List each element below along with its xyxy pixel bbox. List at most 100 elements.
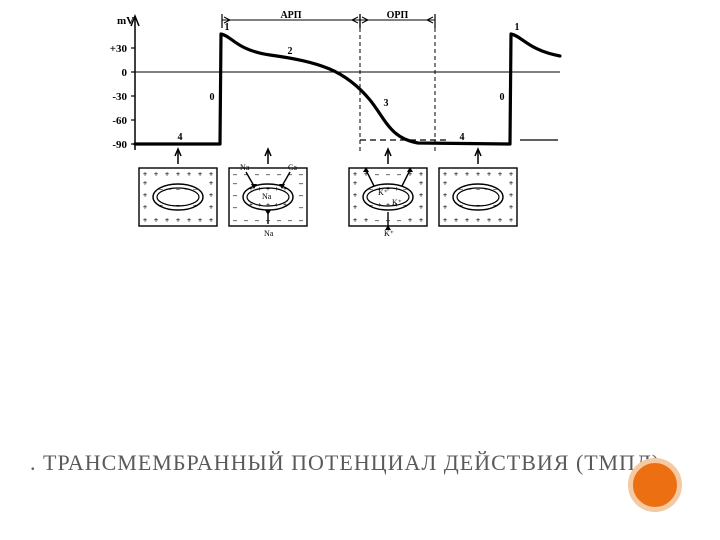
svg-text:2: 2	[288, 46, 293, 57]
svg-text:–: –	[402, 185, 407, 193]
svg-text:+: +	[209, 179, 214, 188]
svg-text:–: –	[158, 185, 163, 193]
svg-text:–: –	[184, 201, 189, 209]
svg-text:+: +	[419, 191, 424, 200]
svg-text:–: –	[243, 216, 249, 225]
svg-text:–: –	[184, 185, 189, 193]
svg-text:–: –	[374, 170, 380, 179]
svg-text:–: –	[467, 201, 472, 209]
svg-text:+: +	[353, 216, 358, 225]
svg-text:+: +	[454, 170, 459, 179]
svg-text:4: 4	[460, 132, 465, 143]
svg-text:–: –	[265, 170, 271, 179]
svg-text:0: 0	[210, 92, 215, 103]
svg-text:–: –	[396, 216, 402, 225]
svg-text:–: –	[475, 185, 480, 193]
svg-text:+: +	[509, 216, 514, 225]
svg-text:–: –	[232, 203, 238, 212]
svg-text:-90: -90	[112, 139, 127, 151]
svg-text:–: –	[484, 201, 489, 209]
action-potential-chart: mV+300-30-60-90АРПОРП40123401+++++++++++…	[90, 10, 620, 330]
svg-text:+: +	[209, 216, 214, 225]
svg-text:–: –	[175, 185, 180, 193]
svg-text:+: +	[187, 170, 192, 179]
svg-text:Na: Na	[240, 163, 250, 172]
svg-text:Na: Na	[262, 192, 272, 201]
svg-text:+: +	[487, 216, 492, 225]
svg-text:1: 1	[515, 22, 520, 33]
svg-text:–: –	[396, 170, 402, 179]
svg-text:–: –	[298, 170, 304, 179]
svg-text:+: +	[465, 170, 470, 179]
svg-text:–: –	[385, 170, 391, 179]
svg-text:+: +	[353, 191, 358, 200]
svg-text:3: 3	[384, 98, 389, 109]
svg-text:+: +	[395, 185, 399, 193]
slide-title: . ТРАНСМЕМБРАННЫЙ ПОТЕНЦИАЛ ДЕЙСТВИЯ (ТМ…	[30, 450, 690, 476]
svg-text:–: –	[276, 216, 282, 225]
accent-dot	[628, 458, 682, 512]
svg-text:–: –	[298, 203, 304, 212]
svg-text:+: +	[353, 203, 358, 212]
svg-text:+: +	[378, 201, 382, 209]
svg-text:1: 1	[225, 22, 230, 33]
svg-text:–: –	[232, 170, 238, 179]
svg-text:+: +	[419, 170, 424, 179]
svg-text:K⁺: K⁺	[378, 188, 388, 197]
svg-text:Ca: Ca	[288, 163, 297, 172]
svg-text:–: –	[298, 216, 304, 225]
svg-text:–: –	[167, 185, 172, 193]
svg-text:-30: -30	[112, 91, 127, 103]
svg-text:+: +	[143, 216, 148, 225]
svg-text:+: +	[209, 191, 214, 200]
svg-text:–: –	[276, 170, 282, 179]
svg-text:+: +	[258, 201, 262, 209]
svg-text:+: +	[443, 216, 448, 225]
svg-text:+: +	[454, 216, 459, 225]
svg-text:+: +	[143, 191, 148, 200]
svg-text:+: +	[283, 201, 287, 209]
svg-text:–: –	[232, 179, 238, 188]
svg-text:–: –	[287, 216, 293, 225]
svg-text:+: +	[198, 216, 203, 225]
svg-text:+: +	[443, 203, 448, 212]
svg-text:–: –	[458, 201, 463, 209]
svg-text:–: –	[374, 216, 380, 225]
svg-text:+: +	[509, 170, 514, 179]
svg-text:+: +	[353, 170, 358, 179]
svg-text:–: –	[254, 170, 260, 179]
svg-text:–: –	[458, 185, 463, 193]
svg-text:K⁺: K⁺	[392, 198, 402, 207]
svg-text:+: +	[498, 170, 503, 179]
svg-text:+: +	[198, 170, 203, 179]
svg-text:+: +	[176, 170, 181, 179]
svg-text:mV: mV	[117, 15, 134, 27]
svg-text:+: +	[386, 201, 390, 209]
svg-text:+: +	[187, 216, 192, 225]
svg-text:+: +	[275, 185, 279, 193]
svg-text:+: +	[209, 203, 214, 212]
svg-text:4: 4	[178, 132, 183, 143]
svg-text:–: –	[192, 185, 197, 193]
svg-text:+: +	[154, 216, 159, 225]
svg-text:+: +	[165, 170, 170, 179]
svg-text:0: 0	[500, 92, 505, 103]
svg-text:+: +	[419, 203, 424, 212]
svg-text:–: –	[298, 179, 304, 188]
svg-text:+: +	[487, 170, 492, 179]
svg-text:0: 0	[122, 67, 128, 79]
svg-text:+: +	[266, 201, 270, 209]
svg-text:+: +	[258, 185, 262, 193]
svg-text:+: +	[476, 216, 481, 225]
svg-text:+: +	[249, 201, 253, 209]
svg-text:+: +	[509, 179, 514, 188]
svg-text:–: –	[232, 216, 238, 225]
svg-text:+: +	[364, 216, 369, 225]
svg-text:+: +	[143, 179, 148, 188]
svg-text:–: –	[158, 201, 163, 209]
svg-text:+: +	[209, 170, 214, 179]
svg-text:ОРП: ОРП	[387, 10, 409, 21]
svg-text:–: –	[175, 201, 180, 209]
svg-text:–: –	[167, 201, 172, 209]
svg-text:–: –	[368, 185, 373, 193]
